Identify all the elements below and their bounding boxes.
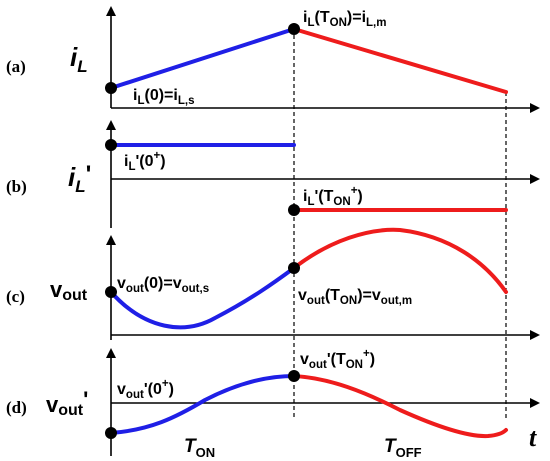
- panel-a-label-peak: iL(TON)=iL,m: [303, 9, 387, 29]
- panel-a-label-peak-part-4: )=i: [347, 9, 366, 26]
- panel-b-tag: (b): [6, 177, 27, 196]
- panel-a-tag: (a): [6, 57, 26, 76]
- panel-d-label-start-part-4: ): [169, 381, 174, 398]
- panel-b-label-start-part-4: ): [160, 153, 165, 170]
- toff-label: TOFF: [384, 436, 422, 460]
- panel-b-label-switch-part-5: ): [357, 188, 362, 205]
- panel-a-label-peak-part-2: (T: [315, 9, 330, 26]
- panel-a-label-start-part-3: L,s: [178, 95, 195, 107]
- time-axis-label: t: [529, 423, 537, 452]
- panel-b: (b) iL' iL'(0+) iL'(TON+): [6, 120, 540, 228]
- panel-b-label-switch-part-0: i: [303, 188, 307, 205]
- panel-d-switch-point: [288, 370, 300, 382]
- panel-d-label-switch-part-4: +: [363, 348, 370, 360]
- panel-d-start-point: [105, 427, 117, 439]
- panel-d-label-switch-part-1: out: [309, 359, 327, 371]
- panel-c-switch-point: [288, 262, 300, 274]
- panel-b-label-switch-part-4: +: [351, 185, 358, 197]
- panel-c-label-switch: vout(TON)=vout,m: [298, 287, 412, 307]
- panel-d: (d) vout' vout'(0+) vout'(TON+): [6, 348, 540, 456]
- panel-c-label-start-part-3: out,s: [182, 283, 210, 295]
- panel-c-label-start-part-0: v: [117, 275, 126, 292]
- panel-b-label-start-part-2: '(0: [136, 153, 154, 170]
- panel-d-label-start-part-3: +: [162, 378, 169, 390]
- panel-b-label-start: iL'(0+): [124, 150, 166, 173]
- panel-d-label-switch-part-5: ): [370, 351, 375, 368]
- panel-b-switch-point: [288, 204, 300, 216]
- panel-c-label-switch-part-0: v: [298, 287, 307, 304]
- ton-label: TON: [184, 436, 215, 460]
- panel-b-label-switch: iL'(TON+): [303, 185, 363, 208]
- panel-d-label-start-part-2: '(0: [144, 381, 162, 398]
- panel-c-start-point: [105, 286, 117, 298]
- panel-c-off-curve: [292, 227, 508, 294]
- panel-d-on-curve: [109, 374, 296, 435]
- panel-a: (a) iL iL(0)=iL,s iL(TON)=iL,m: [6, 6, 540, 113]
- panel-c-label-switch-part-4: )=v: [357, 287, 381, 304]
- panel-b-label-switch-part-3: ON: [333, 196, 350, 208]
- panel-c-label-start-part-1: out: [126, 283, 144, 295]
- panel-a-label-peak-part-5: L,m: [366, 17, 386, 29]
- panel-c: (c) vout vout(0)=vout,s vout(TON)=vout,m: [6, 227, 540, 340]
- panel-d-label-start-part-1: out: [126, 389, 144, 401]
- panel-a-ylabel: iL: [70, 42, 88, 76]
- panel-d-tag: (d): [6, 398, 27, 417]
- panel-c-label-switch-part-1: out: [307, 295, 325, 307]
- panel-d-label-switch-part-0: v: [300, 351, 309, 368]
- panel-c-label-start-part-2: (0)=v: [144, 275, 182, 292]
- panel-b-start-point: [105, 139, 117, 151]
- panel-c-label-start: vout(0)=vout,s: [117, 275, 209, 295]
- panel-a-on-ramp: [109, 27, 296, 90]
- panel-a-start-point: [105, 82, 117, 94]
- panel-d-label-switch-part-3: ON: [346, 359, 363, 371]
- panel-a-label-peak-part-1: L: [307, 17, 314, 29]
- panel-d-label-start: vout'(0+): [117, 378, 174, 401]
- panel-d-label-switch-part-2: '(T: [327, 351, 346, 368]
- panel-a-label-start-part-0: i: [133, 87, 137, 104]
- panel-b-ylabel: iL': [68, 161, 91, 196]
- panel-c-label-switch-part-2: (T: [325, 287, 340, 304]
- panel-b-label-start-part-1: L: [128, 161, 135, 173]
- panel-a-label-start-part-1: L: [137, 95, 144, 107]
- panel-a-label-peak-part-0: i: [303, 9, 307, 26]
- panel-d-label-start-part-0: v: [117, 381, 126, 398]
- panel-b-label-switch-part-1: L: [307, 196, 314, 208]
- panel-a-off-ramp: [292, 27, 508, 94]
- panel-a-label-start-part-2: (0)=i: [145, 87, 178, 104]
- panel-c-tag: (c): [6, 287, 25, 306]
- panel-d-ylabel: vout': [46, 387, 88, 419]
- panel-a-label-peak-part-3: ON: [330, 17, 347, 29]
- panel-c-on-curve: [109, 266, 296, 330]
- panel-c-label-switch-part-5: out,m: [381, 295, 412, 307]
- panel-c-label-switch-part-3: ON: [340, 295, 357, 307]
- panel-c-ylabel: vout: [50, 277, 88, 304]
- panel-b-label-start-part-0: i: [124, 153, 128, 170]
- panel-b-label-start-part-3: +: [154, 150, 161, 162]
- panel-b-label-switch-part-2: '(T: [315, 188, 334, 205]
- panel-a-label-start: iL(0)=iL,s: [133, 87, 194, 107]
- panel-d-label-switch: vout'(TON+): [300, 348, 375, 371]
- panel-a-peak-point: [288, 23, 300, 35]
- panel-d-off-curve: [292, 374, 508, 439]
